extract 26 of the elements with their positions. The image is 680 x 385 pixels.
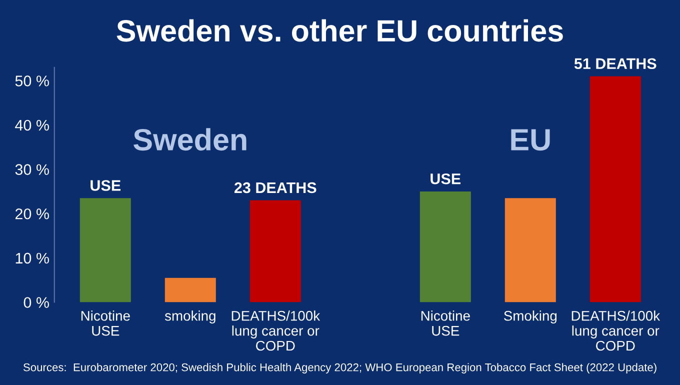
data-label: USE	[90, 180, 121, 191]
y-tick-label: 40 %	[15, 120, 49, 131]
x-tick-label: Smoking	[504, 310, 557, 324]
data-label: 23 DEATHS	[234, 182, 316, 194]
bar	[250, 200, 301, 302]
annotation: EU	[511, 129, 550, 151]
x-tick-label: DEATHS/100k lung cancer or COPD	[572, 310, 660, 351]
y-tick-label: 10 %	[16, 252, 49, 264]
chart-title: Sweden vs. other EU countries	[116, 19, 563, 42]
y-tick-label: 30 %	[15, 164, 49, 175]
source-note: Sources: Eurobarometer 2020; Swedish Public Health Agency 2022; WHO European Region Tobacco Fact Sheet (2022 Update)	[23, 363, 656, 374]
y-tick-label: 20 %	[15, 208, 49, 220]
x-tick-label: Nicotine USE	[81, 310, 130, 336]
bar	[420, 191, 471, 302]
bar	[80, 198, 131, 302]
bar	[164, 278, 216, 302]
annotation: Sweden	[134, 128, 246, 151]
data-label: 51 DEATHS	[574, 58, 656, 70]
x-tick-label: DEATHS/100k lung cancer or COPD	[232, 310, 320, 351]
x-tick-label: smoking	[164, 310, 216, 324]
x-tick-label: Nicotine USE	[421, 310, 470, 336]
bar	[590, 76, 641, 302]
y-tick-label: 0 %	[24, 297, 49, 308]
bar	[504, 198, 556, 302]
data-label: USE	[430, 173, 461, 184]
y-tick-label: 50 %	[15, 76, 49, 86]
